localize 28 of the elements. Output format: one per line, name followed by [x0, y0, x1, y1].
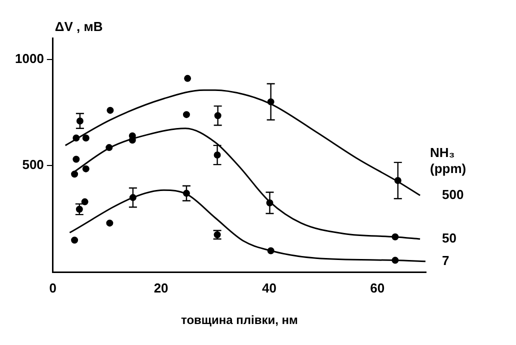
- y-tick-label: 1000: [15, 50, 44, 66]
- point: [392, 233, 399, 240]
- point: [71, 236, 78, 244]
- series-label: 50: [442, 230, 456, 246]
- point: [128, 136, 136, 144]
- x-tick-label: 60: [370, 280, 385, 296]
- y-axis-title: ΔV , мВ: [54, 19, 103, 34]
- point: [106, 106, 114, 114]
- point: [392, 256, 399, 264]
- series-label: 7: [442, 252, 450, 268]
- point: [82, 134, 90, 142]
- point: [182, 111, 190, 118]
- series-label: 500: [442, 186, 464, 202]
- line-series: [68, 189, 426, 262]
- point: [72, 156, 80, 163]
- x-tick-label: 20: [154, 280, 168, 296]
- point: [106, 144, 113, 152]
- point: [106, 220, 114, 227]
- point: [81, 198, 88, 206]
- x-tick-label: 0: [49, 280, 57, 296]
- point: [71, 170, 78, 178]
- point: [82, 165, 90, 172]
- legend-title: NH₃ (ppm): [430, 144, 466, 176]
- point: [184, 74, 192, 82]
- point: [267, 247, 274, 254]
- x-axis-title: товщина плівки, нм: [180, 313, 298, 328]
- point: [72, 134, 80, 142]
- x-tick-label: 40: [262, 280, 276, 296]
